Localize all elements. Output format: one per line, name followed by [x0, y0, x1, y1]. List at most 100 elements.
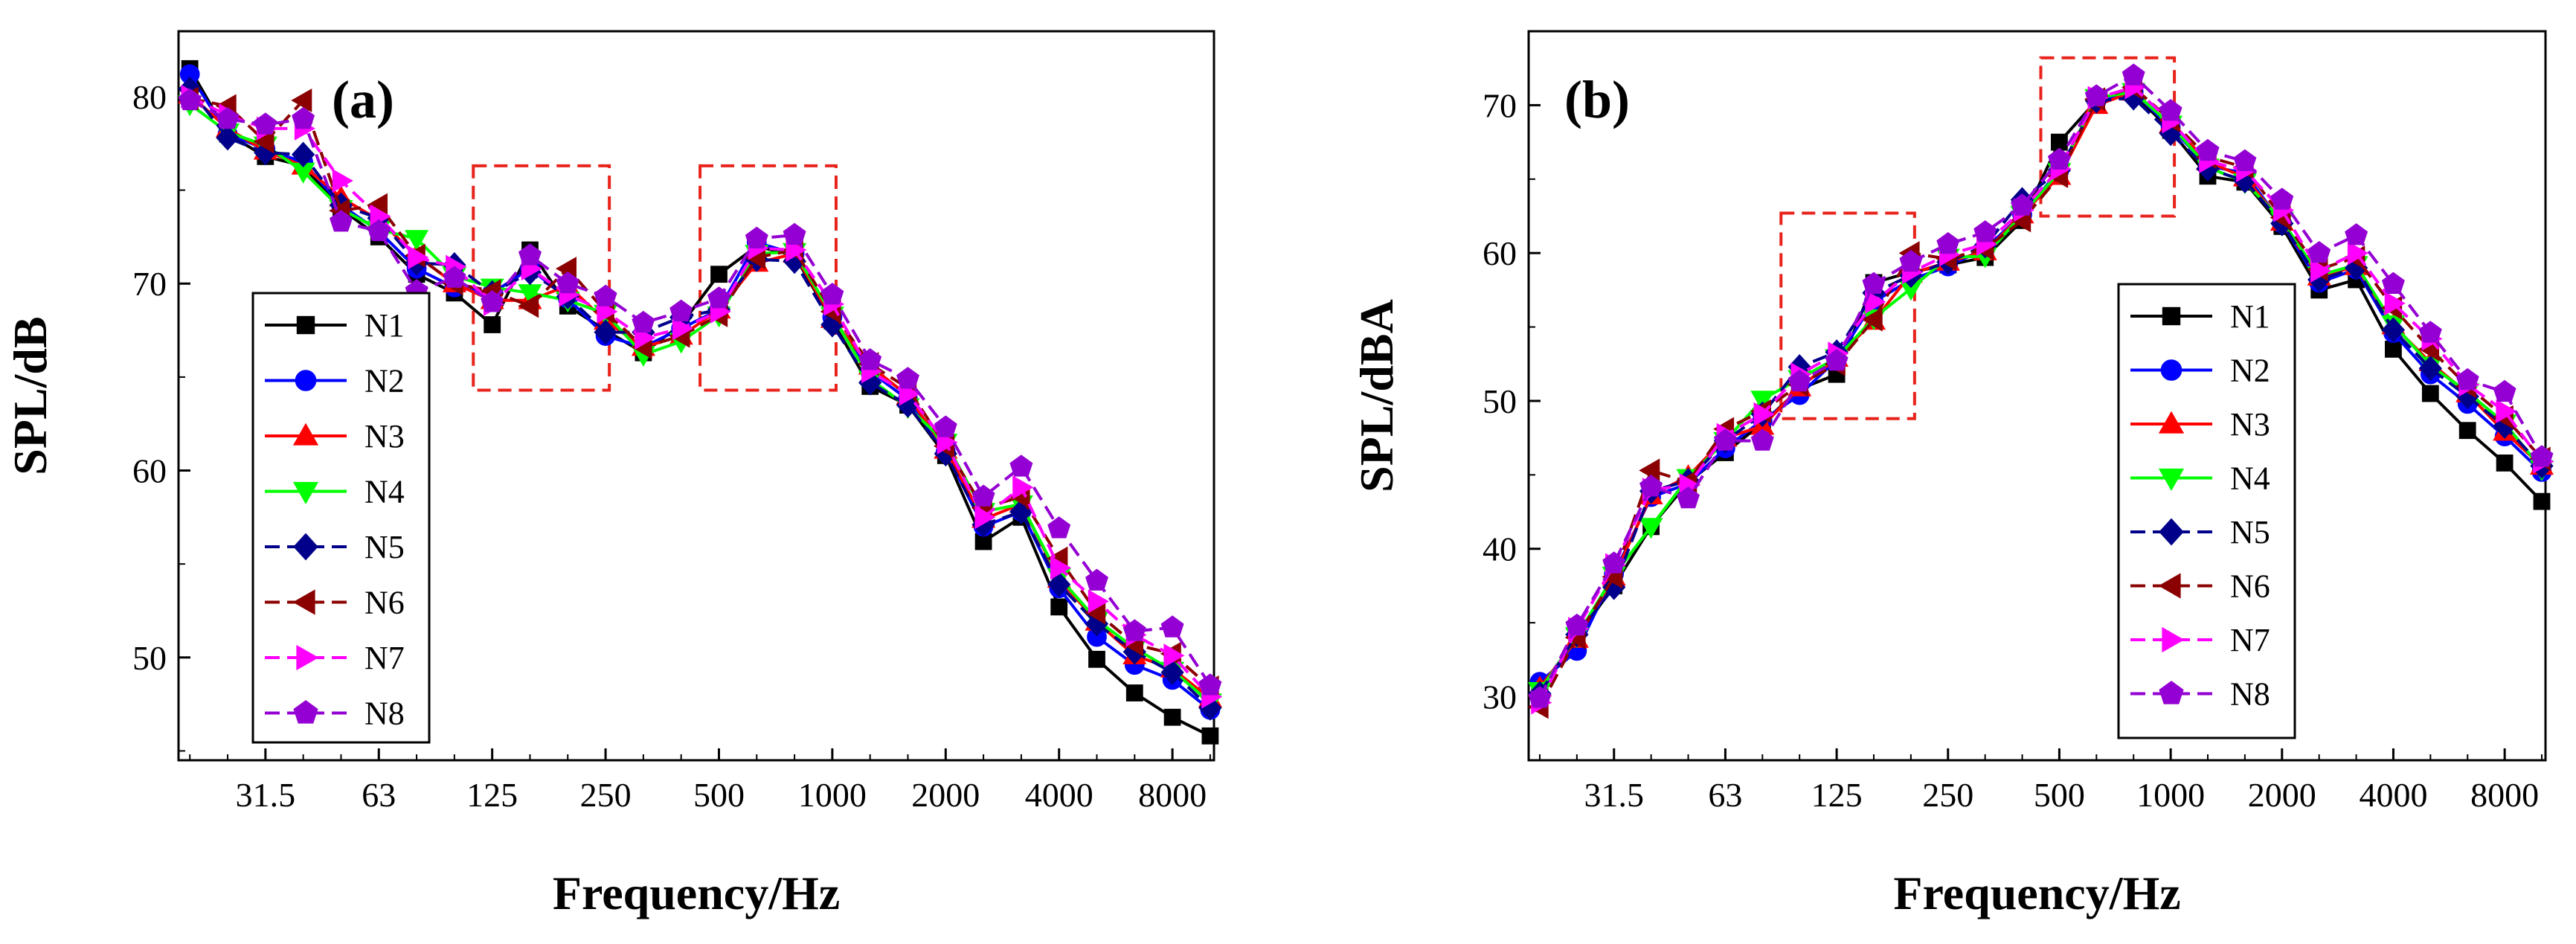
marker-triangle-right	[2310, 258, 2332, 283]
x-tick-label: 4000	[1025, 776, 1093, 814]
marker-pentagon	[2530, 445, 2554, 467]
data-point	[1639, 518, 1663, 539]
data-point	[2233, 149, 2257, 171]
marker-pentagon	[1085, 568, 1108, 591]
series-line	[188, 68, 1211, 738]
marker-pentagon	[216, 106, 240, 129]
data-point	[254, 112, 277, 135]
legend-item-n4: N4	[265, 474, 405, 510]
marker-pentagon	[1047, 516, 1071, 539]
marker-pentagon	[971, 484, 995, 507]
data-point	[2159, 99, 2182, 121]
legend-swatch-marker	[2159, 681, 2184, 704]
series-line	[1538, 74, 2543, 699]
marker-pentagon	[1899, 249, 1923, 272]
data-point	[2307, 240, 2331, 263]
marker-pentagon	[594, 284, 617, 306]
data-point	[253, 129, 274, 154]
data-point	[1753, 402, 1775, 426]
data-point	[1750, 428, 1774, 451]
series-line	[1538, 96, 2543, 695]
x-tick-label: 1000	[798, 776, 867, 814]
marker-pentagon	[2159, 99, 2182, 121]
data-point	[2418, 356, 2442, 382]
marker-pentagon	[2418, 321, 2442, 343]
marker-pentagon	[2270, 187, 2294, 210]
data-point	[2347, 241, 2368, 266]
y-axis-title: SPL/dB	[4, 316, 57, 475]
marker-pentagon	[293, 700, 318, 724]
marker-pentagon	[1825, 349, 1849, 371]
legend-swatch-marker	[2162, 306, 2181, 326]
data-point	[2121, 63, 2145, 86]
marker-triangle-right	[2347, 241, 2368, 266]
legend-item-n8: N8	[265, 696, 405, 732]
legend-label: N5	[364, 529, 405, 565]
legend: N1 N2 N3 N4 N5 N6 N7 N8	[251, 292, 431, 744]
x-axis-title: Frequency/Hz	[553, 867, 840, 919]
marker-diamond	[2381, 317, 2406, 343]
data-point	[710, 266, 727, 283]
data-point	[632, 310, 655, 333]
legend-swatch-marker	[292, 589, 315, 615]
legend-box	[251, 292, 431, 744]
marker-pentagon	[632, 310, 655, 333]
data-point	[1713, 428, 1737, 451]
x-tick-label: 125	[466, 776, 518, 814]
legend-item-n7: N7	[265, 640, 405, 676]
data-point	[1125, 684, 1143, 701]
data-point	[858, 348, 882, 370]
series-line	[1538, 86, 2543, 704]
marker-pentagon	[1677, 486, 1700, 509]
data-point	[1198, 673, 1222, 696]
x-tick-label: 2000	[911, 776, 980, 814]
plot-frame	[177, 30, 1215, 762]
data-point	[2384, 291, 2406, 315]
marker-pentagon	[783, 222, 806, 245]
marker-triangle-right	[1163, 643, 1185, 668]
x-tick-label: 63	[1708, 776, 1742, 814]
marker-triangle-right	[2384, 291, 2406, 315]
x-tick-label: 500	[2034, 776, 2085, 814]
data-point	[594, 319, 617, 345]
data-point	[481, 290, 504, 312]
marker-diamond	[216, 125, 240, 151]
marker-pentagon	[2084, 84, 2108, 106]
chart-panel-a: 50 60 70 80 31.5 63 125 250 500 1000 2000 4000 8000 F…	[4, 30, 1223, 919]
marker-pentagon	[2455, 367, 2479, 391]
marker-square	[2050, 133, 2068, 151]
marker-triangle-down	[1750, 391, 1775, 412]
data-point	[2381, 272, 2405, 294]
legend-label: N3	[2230, 406, 2270, 443]
marker-triangle-down	[405, 230, 429, 251]
y-axis-title: SPL/dBA	[1350, 299, 1403, 492]
marker-circle	[2160, 359, 2182, 381]
legend-item-n4: N4	[2130, 460, 2270, 497]
data-point	[1163, 708, 1181, 726]
data-point	[669, 299, 693, 321]
marker-diamond	[293, 533, 318, 561]
x-tick-label: 31.5	[1584, 776, 1644, 814]
data-point	[1750, 391, 1775, 412]
y-tick-label: 40	[1483, 530, 1517, 568]
legend-item-n5: N5	[265, 529, 405, 565]
data-point	[2345, 223, 2368, 245]
marker-triangle-left	[292, 589, 315, 615]
data-point	[672, 316, 694, 341]
marker-square	[1088, 650, 1105, 668]
marker-square	[484, 316, 501, 333]
marker-pentagon	[2493, 379, 2516, 402]
data-point	[1639, 475, 1663, 497]
data-point	[1788, 369, 1811, 392]
marker-square	[710, 266, 727, 283]
marker-triangle-left	[1861, 307, 1883, 332]
data-point	[332, 168, 353, 193]
legend-label: N7	[364, 640, 405, 676]
highlight-box	[698, 164, 838, 392]
marker-pentagon	[1122, 619, 1146, 641]
panel-label: (a)	[332, 70, 394, 129]
legend-item-n5: N5	[2130, 514, 2270, 550]
marker-triangle-up	[2158, 411, 2185, 434]
data-point	[1936, 231, 1960, 254]
